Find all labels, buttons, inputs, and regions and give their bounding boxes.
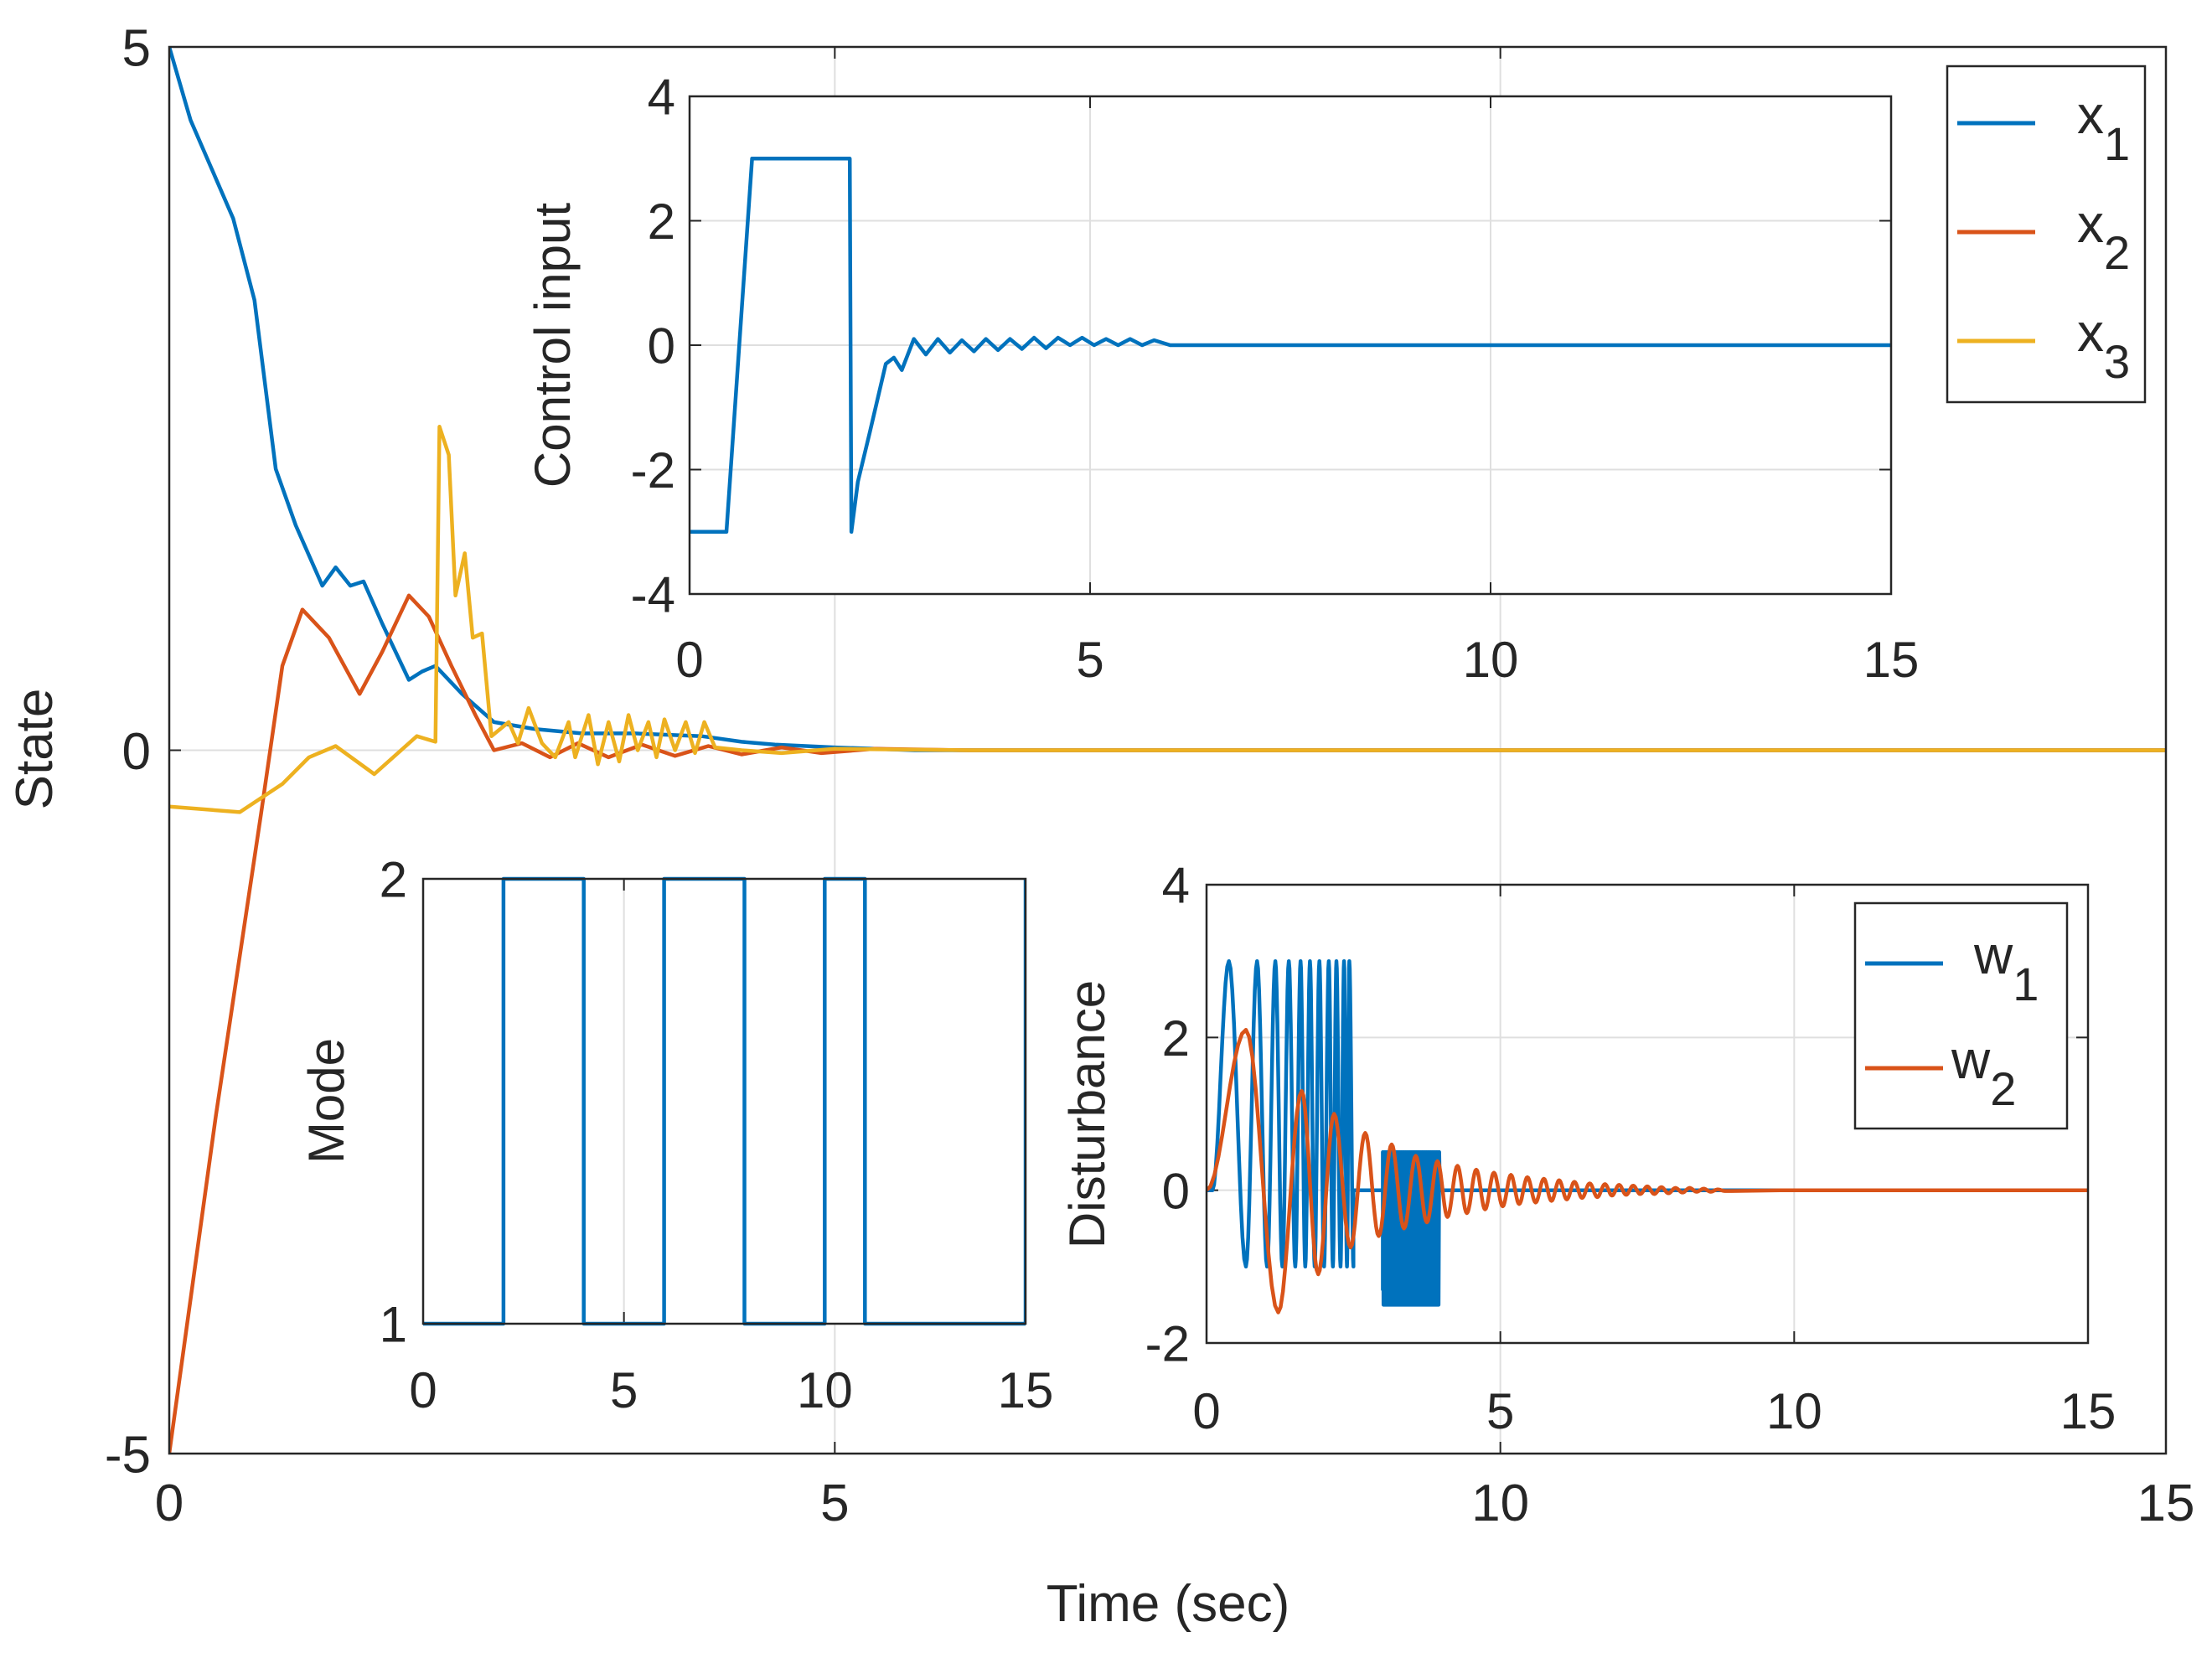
- legend-label-subscript: 2: [2104, 226, 2130, 279]
- x-tick-label: 10: [797, 1362, 853, 1418]
- x-tick-label: 5: [820, 1475, 849, 1532]
- legend-label-subscript: 1: [2013, 958, 2039, 1010]
- x-tick-label: 15: [2060, 1383, 2116, 1439]
- series-line: [690, 157, 1891, 535]
- y-tick-label: -2: [1145, 1316, 1190, 1372]
- legend-label-subscript: 1: [2104, 117, 2130, 170]
- legend-label-base: w: [1951, 1030, 1991, 1090]
- y-tick-label: 0: [122, 723, 151, 781]
- x-tick-label: 0: [1192, 1383, 1220, 1439]
- y-tick-label: 1: [380, 1297, 407, 1353]
- x-tick-label: 0: [675, 632, 703, 688]
- series-line-x2: [169, 593, 2166, 1454]
- y-tick-label: 0: [648, 318, 675, 374]
- legend-label: w1: [1973, 925, 2039, 1010]
- legend-label: x3: [2077, 302, 2130, 388]
- x-tick-label: 10: [1471, 1475, 1529, 1532]
- legend-label-base: x: [2077, 302, 2104, 363]
- axes-box: [688, 95, 1893, 596]
- y-tick-label: 2: [1162, 1010, 1190, 1067]
- series-line-x1: [169, 46, 2166, 752]
- y-axis-label: Control input: [525, 203, 581, 488]
- x-axis-label: Time (sec): [1047, 1575, 1289, 1633]
- chart-control: 0 5 10 15 -4 -2 0 2 4 Control input: [525, 70, 1919, 688]
- x-tick-label: 0: [155, 1475, 183, 1532]
- axes-box: [421, 877, 1027, 1325]
- y-tick-label: 2: [380, 852, 407, 908]
- y-tick-label: 5: [122, 19, 151, 77]
- series-line-w1: [1207, 958, 2088, 1307]
- legend-label: x2: [2077, 194, 2130, 279]
- y-tick-label: -4: [631, 567, 675, 623]
- chart-mode: 0 5 10 15 1 2 Mode: [298, 852, 1053, 1418]
- x-tick-label: 15: [2137, 1475, 2195, 1532]
- plot-area: [423, 879, 1026, 1324]
- legend-label: w2: [1951, 1030, 2016, 1115]
- y-tick-label: -2: [631, 442, 675, 498]
- x-tick-label: 10: [1463, 632, 1519, 688]
- legend-box: [1853, 901, 2069, 1130]
- x-tick-label: 15: [1863, 632, 1920, 688]
- y-tick-label: -5: [105, 1426, 151, 1484]
- x-tick-label: 15: [998, 1362, 1054, 1418]
- axes-box: [1205, 883, 2090, 1345]
- legend-label-base: x: [2077, 194, 2104, 254]
- legend-label-base: x: [2077, 85, 2104, 145]
- x-tick-label: 5: [1076, 632, 1103, 688]
- y-tick-label: 0: [1162, 1163, 1190, 1219]
- legend-label-subscript: 3: [2104, 335, 2130, 388]
- series-line-w2: [1207, 1027, 2088, 1315]
- y-axis-label: Disturbance: [1059, 980, 1115, 1248]
- legend-label-base: w: [1973, 925, 2013, 985]
- y-tick-label: 4: [648, 70, 675, 126]
- x-tick-label: 0: [409, 1362, 437, 1418]
- x-tick-label: 10: [1766, 1383, 1822, 1439]
- y-axis-label: State: [6, 689, 64, 810]
- y-tick-label: 4: [1162, 858, 1190, 914]
- legend-label: x1: [2077, 85, 2130, 170]
- x-tick-label: 5: [610, 1362, 638, 1418]
- axes-box: [168, 45, 2168, 1455]
- x-tick-label: 5: [1486, 1383, 1514, 1439]
- y-tick-label: 2: [648, 194, 675, 250]
- series-line-x3: [169, 425, 2166, 814]
- legend-label-subscript: 2: [1990, 1062, 2016, 1115]
- y-axis-label: Mode: [298, 1038, 354, 1164]
